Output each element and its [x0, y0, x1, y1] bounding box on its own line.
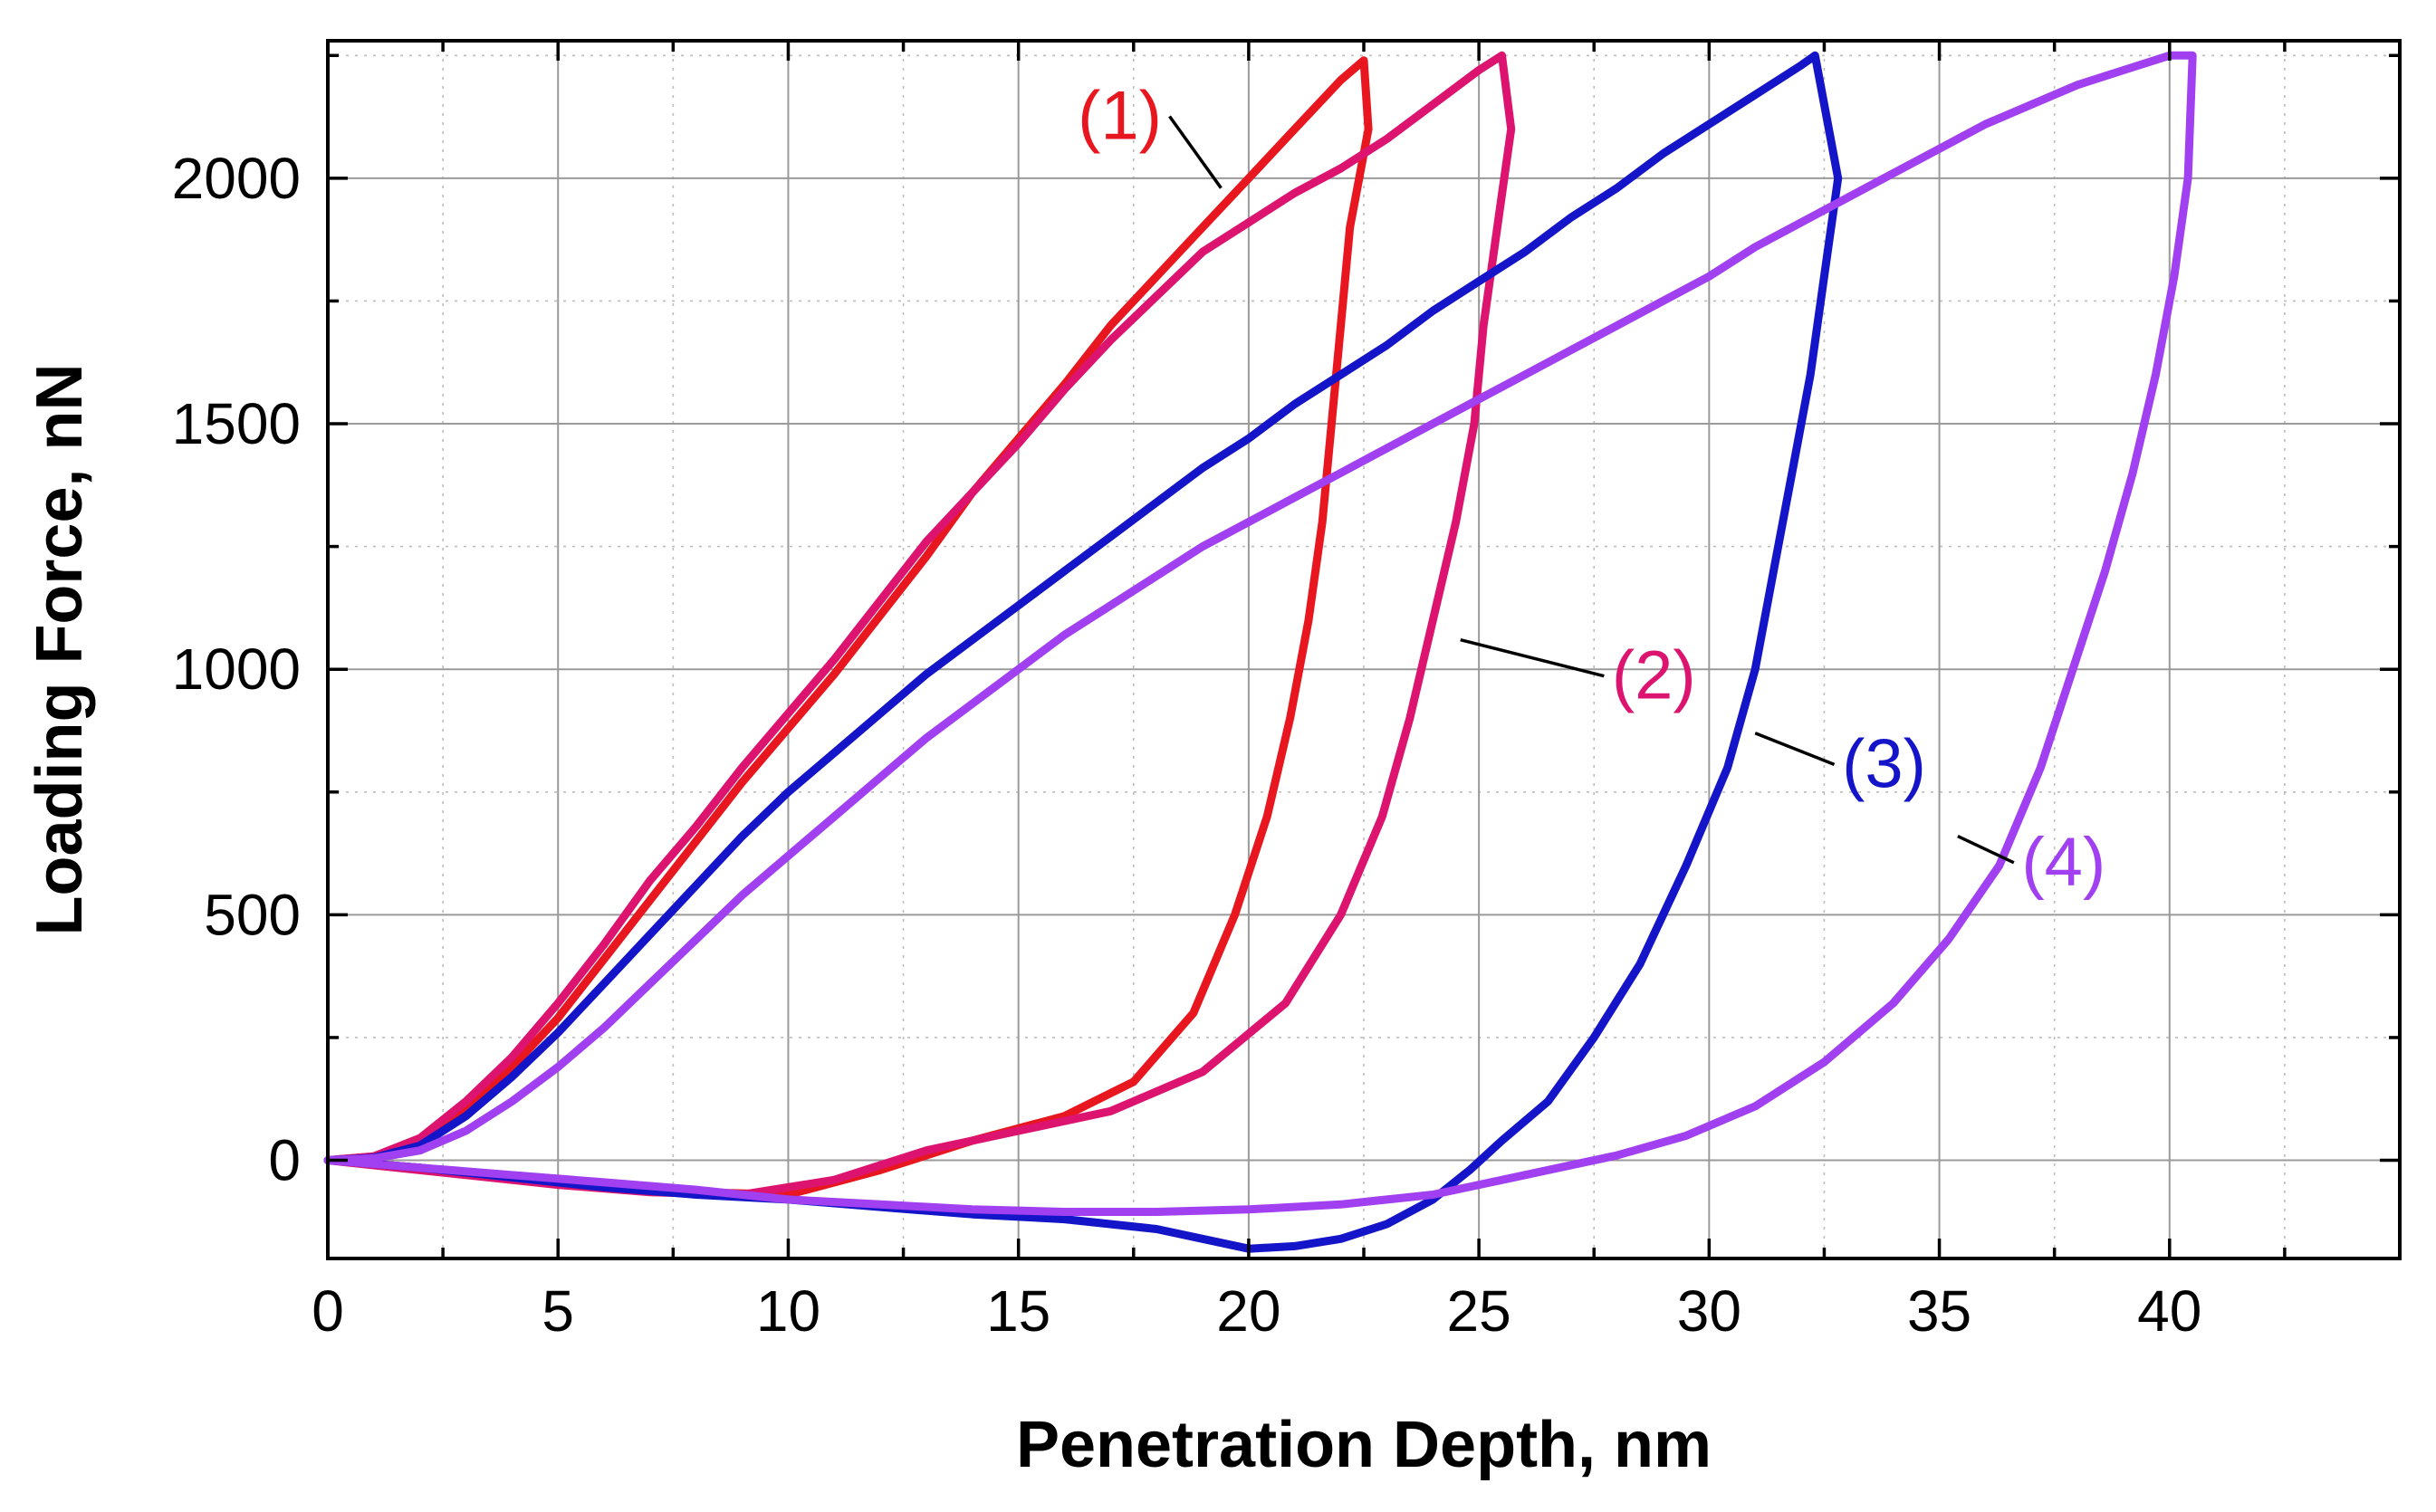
series-label-1: (1) — [1078, 77, 1162, 154]
series-label-leader-2 — [1460, 637, 1605, 678]
y-tick-label: 2000 — [172, 146, 301, 211]
x-tick-label: 5 — [542, 1278, 574, 1344]
x-tick-label: 20 — [1216, 1278, 1280, 1344]
y-tick-label: 1500 — [172, 391, 301, 456]
grid — [328, 41, 2400, 1258]
series-line-1 — [323, 56, 1373, 1199]
series-label-2: (2) — [1612, 637, 1696, 714]
series-label-leader-4 — [1957, 835, 2015, 865]
x-tick-label: 15 — [986, 1278, 1050, 1344]
series-label-leader-1 — [1168, 115, 1223, 189]
x-tick-label: 40 — [2137, 1278, 2201, 1344]
x-tick-label: 30 — [1677, 1278, 1741, 1344]
x-tick-label: 0 — [312, 1278, 344, 1344]
x-axis-title: Penetration Depth, nm — [1016, 1409, 1712, 1481]
tick-labels: 0 5 10 15 20 25 30 35 40 0 500 1000 1500 2000 — [172, 146, 2202, 1344]
series-label-leader-3 — [1754, 732, 1836, 766]
series-labels: (1) (2) (3) (4) — [1078, 77, 2105, 900]
y-tick-label: 500 — [204, 882, 301, 947]
x-tick-label: 10 — [756, 1278, 820, 1344]
axes-frame — [326, 39, 2402, 1260]
series-group — [323, 51, 2197, 1253]
y-axis-title: Loading Force, nN — [24, 363, 96, 935]
series-line-3 — [323, 51, 1843, 1253]
series-line-4 — [323, 51, 2197, 1216]
x-tick-label: 35 — [1907, 1278, 1971, 1344]
series-line-2 — [323, 51, 1516, 1199]
y-tick-label: 0 — [268, 1128, 301, 1193]
series-label-4: (4) — [2021, 824, 2105, 901]
y-tick-label: 1000 — [172, 636, 301, 702]
series-label-3: (3) — [1842, 725, 1926, 802]
x-tick-label: 25 — [1447, 1278, 1511, 1344]
